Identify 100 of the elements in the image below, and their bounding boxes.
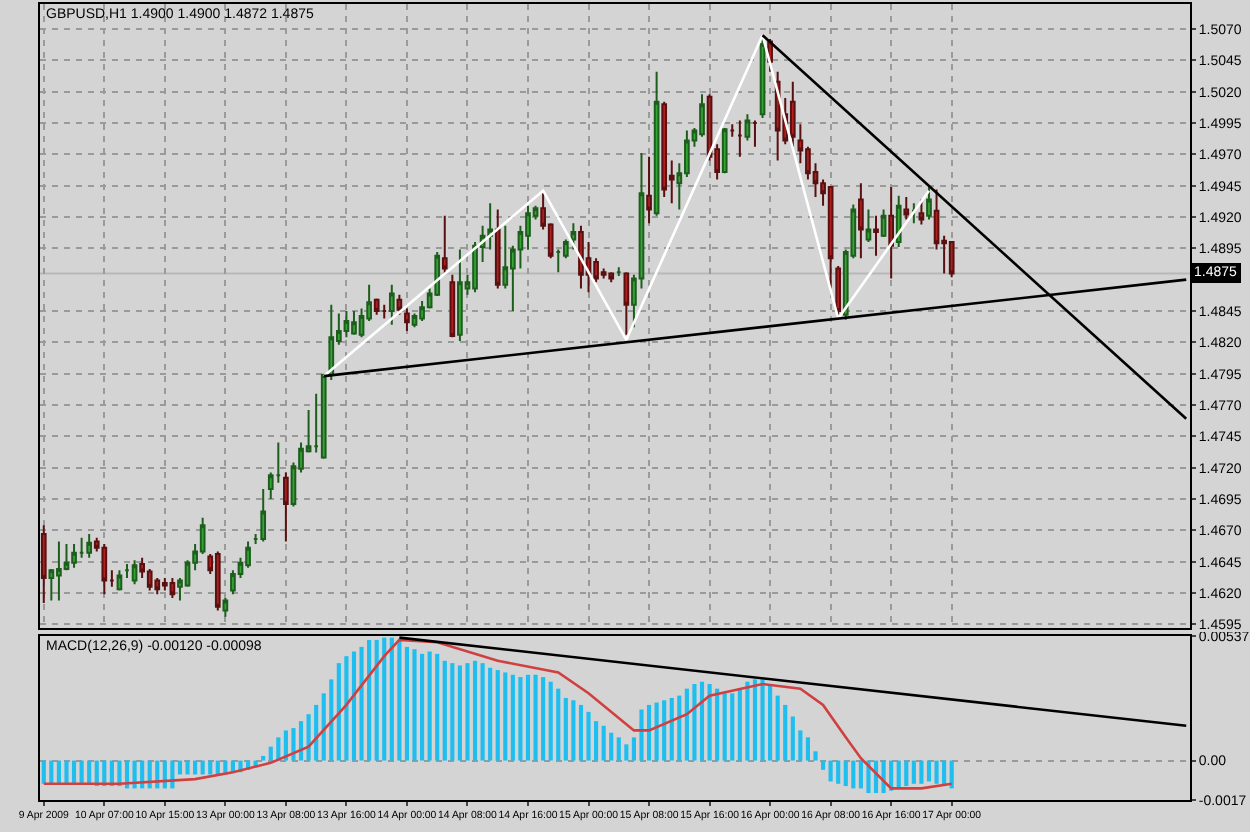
bar	[427, 651, 432, 761]
candlestick	[653, 70, 660, 217]
candlestick	[214, 550, 221, 612]
candlestick	[449, 273, 456, 339]
candlestick	[736, 119, 743, 158]
bar	[858, 760, 863, 789]
candlestick	[615, 266, 622, 277]
bar	[200, 760, 205, 775]
candlestick	[888, 185, 894, 280]
candlestick	[283, 471, 289, 543]
bar	[382, 637, 387, 761]
bar	[457, 665, 462, 761]
bar	[715, 688, 720, 761]
candlestick	[116, 569, 123, 592]
bar	[488, 667, 493, 761]
bar	[904, 760, 909, 787]
bar	[412, 649, 417, 761]
candlestick	[880, 208, 887, 239]
candlestick	[373, 297, 380, 316]
bar	[730, 693, 735, 761]
candlestick	[131, 559, 138, 586]
bar	[472, 660, 478, 761]
bar	[518, 677, 523, 761]
bar	[616, 737, 621, 761]
bar	[208, 760, 213, 775]
bar	[662, 700, 667, 761]
bar	[480, 663, 485, 761]
line-series	[42, 638, 953, 790]
bar	[64, 760, 69, 784]
bar	[291, 728, 296, 761]
candlestick	[161, 576, 168, 592]
bar	[495, 670, 500, 761]
candlestick	[86, 533, 93, 559]
bar	[752, 679, 758, 761]
bar	[329, 679, 334, 761]
bar	[684, 688, 689, 761]
candlestick	[56, 540, 62, 602]
bar	[737, 688, 742, 761]
candlestick	[661, 100, 668, 198]
candlestick	[101, 543, 108, 596]
candlestick	[926, 185, 932, 221]
bar	[586, 711, 591, 761]
bar	[805, 737, 810, 761]
candlestick	[381, 303, 388, 320]
bar	[367, 639, 372, 761]
candlestick	[351, 309, 357, 336]
bar	[646, 704, 652, 761]
bar	[283, 730, 288, 761]
bar	[790, 716, 795, 761]
candlestick	[948, 241, 955, 279]
bar	[465, 663, 470, 761]
bar	[541, 677, 546, 761]
bar	[911, 760, 916, 784]
candlestick	[494, 208, 501, 290]
bar	[699, 681, 705, 761]
bar	[851, 760, 856, 789]
bar	[919, 760, 924, 784]
bar	[775, 695, 780, 761]
bar	[261, 755, 266, 761]
bar	[601, 725, 606, 761]
candlestick	[911, 202, 917, 225]
candlestick	[729, 123, 736, 138]
bar	[336, 663, 341, 761]
bar	[669, 697, 674, 761]
bar	[450, 663, 455, 761]
bar	[609, 732, 614, 761]
bar	[760, 679, 765, 761]
bar	[707, 684, 712, 761]
bar	[510, 674, 515, 761]
bar	[843, 760, 848, 787]
bar	[185, 760, 190, 775]
bar	[193, 760, 198, 775]
candlestick	[222, 596, 229, 618]
bar	[374, 639, 379, 761]
candlestick	[895, 194, 902, 249]
candlestick	[124, 563, 130, 579]
bar	[820, 760, 826, 770]
bar	[836, 760, 841, 784]
candlestick	[623, 271, 630, 336]
candlestick	[71, 543, 77, 569]
bar	[783, 704, 788, 761]
bar	[722, 693, 727, 761]
candlestick	[744, 113, 751, 142]
bar	[896, 760, 901, 789]
bar	[177, 760, 183, 775]
candlestick	[918, 198, 925, 226]
bar	[351, 651, 357, 761]
bar	[934, 760, 939, 784]
candlestick	[858, 182, 864, 260]
candlestick	[472, 241, 478, 294]
candlestick	[578, 224, 584, 290]
bar	[692, 684, 697, 761]
bar	[298, 721, 304, 761]
candlestick	[441, 214, 448, 276]
bar	[768, 684, 773, 761]
candlestick	[555, 248, 562, 274]
bar	[571, 700, 576, 761]
bar	[404, 646, 410, 761]
candlestick	[154, 576, 161, 596]
bar	[314, 704, 319, 761]
